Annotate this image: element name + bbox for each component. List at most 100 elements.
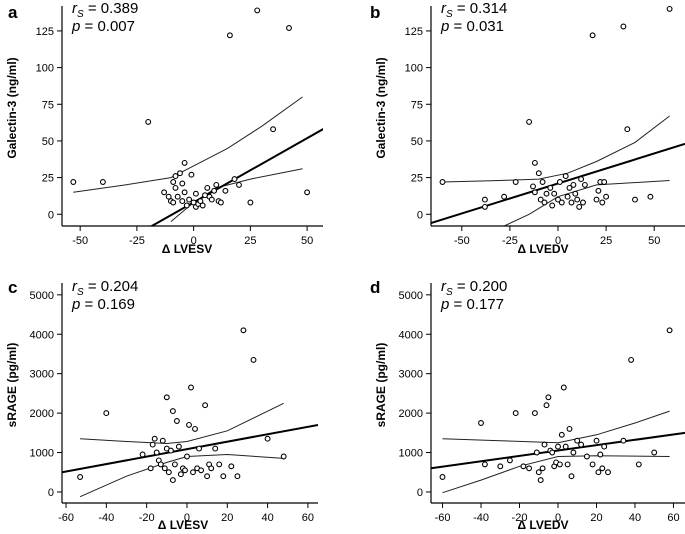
rs-value: = 0.204 (88, 278, 138, 295)
data-point (581, 181, 588, 188)
data-point (666, 5, 673, 12)
data-point (70, 179, 77, 185)
y-tick-label: 75 (42, 99, 54, 111)
x-axis-title: Δ LVESV (158, 518, 208, 532)
data-point (165, 193, 172, 200)
y-tick-label: 25 (42, 173, 54, 185)
data-point (595, 187, 602, 194)
data-point (601, 443, 608, 450)
data-point (564, 461, 571, 468)
data-point (593, 437, 600, 444)
panel-b: b rS = 0.314 p = 0.031 Galectin-3 (ng/ml… (370, 0, 685, 256)
data-point (558, 199, 565, 206)
data-point (149, 441, 156, 448)
data-point (192, 425, 198, 432)
data-point (250, 356, 257, 363)
y-tick-label: 5000 (30, 290, 54, 302)
data-point (566, 184, 573, 191)
rs-symbol: r (441, 278, 447, 295)
ci-upper-line (80, 402, 284, 445)
panel-d: d rS = 0.200 p = 0.177 sRAGE (pg/ml) Δ L… (370, 278, 685, 532)
data-point (533, 449, 540, 456)
y-tick-label: 100 (36, 63, 54, 75)
rs-stat: rS = 0.204 (72, 278, 138, 298)
data-point (537, 196, 544, 203)
data-point (526, 118, 533, 125)
p-value: = 0.177 (454, 296, 504, 313)
x-tick-label: -40 (473, 512, 489, 524)
x-tick-label: 40 (629, 512, 641, 524)
x-tick-label: 40 (261, 512, 273, 524)
x-tick-label: -60 (435, 512, 451, 524)
rs-subscript: S (446, 9, 453, 20)
data-point (208, 196, 215, 203)
data-point (231, 176, 238, 183)
data-point (583, 453, 590, 460)
data-point (161, 465, 168, 472)
data-point (165, 469, 172, 476)
x-axis-title: Δ LVEDV (517, 242, 568, 256)
rs-value: = 0.389 (88, 0, 138, 17)
data-point (481, 196, 488, 203)
data-point (666, 327, 673, 334)
y-axis-title: Galectin-3 (ng/ml) (374, 57, 388, 158)
data-point (531, 189, 538, 196)
data-point (647, 193, 654, 200)
data-point (562, 173, 569, 180)
data-point (177, 170, 183, 177)
data-point (556, 461, 563, 468)
regression-line (62, 423, 318, 474)
p-value: = 0.007 (85, 18, 135, 35)
x-tick-label: -40 (98, 512, 114, 524)
y-tick-label: 3000 (399, 369, 423, 381)
data-point (481, 461, 488, 468)
y-tick-label: 125 (405, 26, 423, 38)
data-point (213, 181, 220, 188)
x-tick-label: 50 (301, 235, 313, 247)
y-tick-label: 5000 (399, 290, 423, 302)
data-point (212, 445, 219, 452)
data-point (196, 445, 203, 452)
x-tick-label: -25 (502, 235, 518, 247)
data-point (578, 176, 585, 183)
data-point (186, 421, 192, 428)
data-point (531, 159, 538, 166)
data-point (551, 190, 558, 197)
y-axis-title: sRAGE (pg/ml) (5, 343, 19, 428)
data-point (153, 449, 160, 456)
data-point (184, 453, 190, 460)
y-tick-label: 0 (48, 487, 54, 499)
rs-symbol: r (72, 0, 78, 17)
data-point (190, 469, 196, 476)
data-point (157, 461, 164, 468)
data-point (204, 473, 211, 480)
y-axis-title: Galectin-3 (ng/ml) (5, 57, 19, 158)
data-point (145, 118, 152, 125)
data-point (163, 394, 170, 401)
data-point (286, 25, 292, 31)
data-point (173, 418, 180, 424)
rs-subscript: S (77, 287, 84, 298)
data-point (211, 187, 218, 194)
panel-letter: a (8, 3, 18, 22)
x-axis-title: Δ LVEDV (517, 518, 568, 532)
p-symbol: p (71, 296, 80, 313)
data-point (217, 199, 224, 206)
data-point (520, 463, 527, 470)
data-point (216, 461, 223, 468)
x-tick-label: 60 (302, 512, 314, 524)
y-tick-label: 125 (36, 26, 54, 38)
data-point (188, 384, 194, 391)
data-point (599, 199, 606, 206)
panel-letter: d (370, 278, 380, 297)
regression-line (431, 431, 685, 470)
y-tick-label: 100 (405, 63, 423, 75)
y-tick-label: 1000 (399, 448, 423, 460)
x-tick-label: -25 (129, 235, 145, 247)
data-point (568, 199, 575, 206)
data-point (635, 461, 642, 468)
data-point (159, 437, 166, 444)
data-point (172, 173, 179, 180)
x-tick-label: -50 (72, 235, 88, 247)
